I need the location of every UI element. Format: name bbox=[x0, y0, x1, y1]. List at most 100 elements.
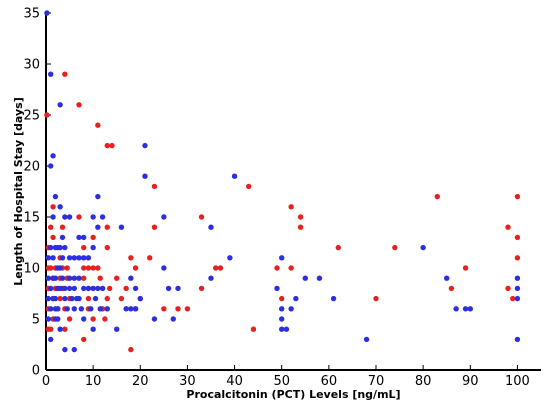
blue-data-point bbox=[57, 244, 63, 251]
blue-data-point bbox=[62, 295, 68, 302]
y-axis-title: Length of Hospital Stay [days] bbox=[12, 97, 25, 286]
blue-data-point bbox=[59, 255, 66, 261]
red-data-point bbox=[118, 295, 125, 302]
blue-data-point bbox=[78, 306, 85, 312]
red-data-point bbox=[90, 316, 96, 322]
x-tick-label: 70 bbox=[368, 374, 385, 389]
red-data-point bbox=[64, 265, 70, 271]
red-data-point bbox=[50, 204, 56, 210]
red-data-point bbox=[213, 265, 219, 271]
x-tick-label: 50 bbox=[273, 374, 290, 389]
red-data-point bbox=[514, 193, 521, 200]
blue-data-point bbox=[81, 255, 87, 261]
y-ticks: 0 5 10 15 20 25 30 35 bbox=[23, 7, 51, 379]
blue-data-point bbox=[71, 285, 77, 292]
blue-data-point bbox=[453, 306, 459, 312]
red-data-point bbox=[514, 255, 521, 261]
red-data-point bbox=[297, 224, 304, 230]
blue-data-point bbox=[76, 275, 82, 281]
red-data-point bbox=[147, 255, 153, 261]
red-data-point bbox=[109, 142, 115, 149]
blue-data-point bbox=[161, 214, 167, 220]
red-data-point bbox=[44, 112, 50, 118]
red-data-point bbox=[50, 234, 56, 241]
blue-data-point bbox=[95, 285, 101, 292]
red-data-point bbox=[274, 265, 280, 271]
y-tick-label: 0 bbox=[32, 364, 40, 379]
blue-data-point bbox=[44, 10, 50, 16]
blue-data-point bbox=[99, 214, 106, 220]
blue-data-point bbox=[161, 265, 167, 271]
data-points bbox=[44, 10, 521, 353]
y-tick-label: 30 bbox=[23, 58, 40, 73]
y-tick-label: 20 bbox=[23, 160, 40, 175]
blue-data-point bbox=[48, 336, 54, 343]
blue-data-point bbox=[279, 316, 285, 322]
blue-data-point bbox=[514, 275, 521, 281]
blue-data-point bbox=[62, 285, 68, 292]
blue-data-point bbox=[81, 234, 87, 241]
red-data-point bbox=[250, 326, 257, 332]
x-tick-label: 0 bbox=[42, 374, 50, 389]
y-tick-label: 25 bbox=[23, 109, 40, 124]
blue-data-point bbox=[128, 275, 134, 281]
blue-data-point bbox=[444, 275, 450, 281]
red-data-point bbox=[104, 244, 110, 251]
red-data-point bbox=[48, 326, 54, 332]
blue-data-point bbox=[71, 306, 77, 312]
red-data-point bbox=[59, 224, 66, 230]
red-data-point bbox=[132, 265, 139, 271]
blue-data-point bbox=[57, 265, 63, 271]
red-data-point bbox=[76, 214, 82, 220]
red-data-point bbox=[462, 265, 469, 271]
blue-data-point bbox=[52, 295, 59, 302]
red-data-point bbox=[246, 183, 252, 190]
blue-data-point bbox=[66, 275, 73, 281]
red-data-point bbox=[128, 255, 134, 261]
blue-data-point bbox=[330, 295, 337, 302]
x-tick-label: 80 bbox=[415, 374, 432, 389]
blue-data-point bbox=[123, 306, 129, 312]
blue-data-point bbox=[62, 346, 68, 353]
blue-data-point bbox=[76, 295, 82, 302]
blue-data-point bbox=[52, 275, 59, 281]
blue-data-point bbox=[514, 336, 521, 343]
blue-data-point bbox=[57, 102, 63, 108]
blue-data-point bbox=[137, 295, 143, 302]
blue-data-point bbox=[99, 285, 106, 292]
x-tick-label: 60 bbox=[321, 374, 338, 389]
red-data-point bbox=[123, 285, 129, 292]
red-data-point bbox=[175, 306, 181, 312]
red-data-point bbox=[85, 295, 92, 302]
blue-data-point bbox=[69, 295, 75, 302]
x-ticks: 0 10 20 30 40 50 60 70 80 90 100 bbox=[42, 365, 530, 389]
blue-data-point bbox=[95, 193, 101, 200]
red-data-point bbox=[505, 224, 511, 230]
red-data-point bbox=[76, 102, 82, 108]
blue-data-point bbox=[50, 153, 56, 159]
red-data-point bbox=[161, 306, 167, 312]
red-data-point bbox=[510, 295, 516, 302]
blue-data-point bbox=[288, 306, 294, 312]
blue-data-point bbox=[71, 255, 77, 261]
blue-data-point bbox=[279, 326, 285, 332]
blue-data-point bbox=[90, 326, 96, 332]
red-data-point bbox=[57, 295, 63, 302]
blue-data-point bbox=[293, 295, 299, 302]
blue-data-point bbox=[231, 173, 238, 179]
blue-data-point bbox=[462, 306, 469, 312]
x-tick-label: 90 bbox=[462, 374, 479, 389]
red-data-point bbox=[297, 214, 304, 220]
red-data-point bbox=[288, 265, 294, 271]
red-data-point bbox=[217, 265, 224, 271]
blue-data-point bbox=[302, 275, 308, 281]
blue-data-point bbox=[81, 316, 87, 322]
blue-data-point bbox=[132, 285, 139, 292]
red-data-point bbox=[62, 326, 68, 332]
blue-data-point bbox=[62, 214, 68, 220]
blue-data-point bbox=[279, 306, 285, 312]
blue-data-point bbox=[363, 336, 370, 343]
red-data-point bbox=[106, 285, 113, 292]
red-data-point bbox=[97, 275, 103, 281]
